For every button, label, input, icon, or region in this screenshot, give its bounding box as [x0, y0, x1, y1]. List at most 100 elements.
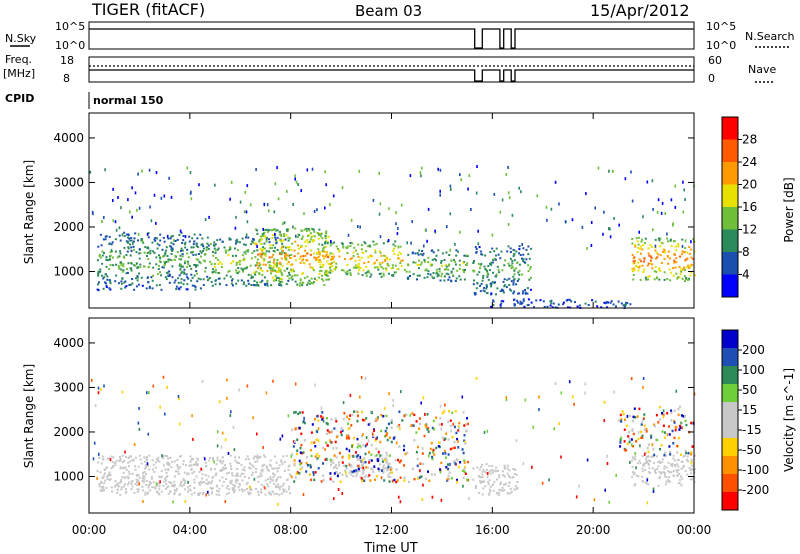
power-cell — [512, 292, 515, 295]
power-cell — [112, 199, 114, 202]
power-cell — [196, 272, 198, 275]
power-cell — [660, 241, 663, 244]
velocity-cell — [320, 480, 323, 483]
power-cell — [256, 249, 259, 252]
power-cell — [675, 257, 678, 260]
power-cell — [279, 277, 282, 280]
power-cell — [565, 299, 568, 302]
power-cell — [596, 305, 599, 308]
power-cell — [306, 275, 309, 278]
power-cell — [638, 266, 641, 269]
velocity-ground-cell — [170, 466, 173, 469]
velocity-cell — [532, 425, 535, 429]
velocity-ground-cell — [198, 483, 201, 486]
power-cell — [355, 249, 357, 252]
velocity-ground-cell — [215, 472, 218, 475]
power-cell — [299, 255, 302, 258]
power-cell — [187, 277, 190, 280]
power-cell — [154, 237, 157, 239]
power-cell — [690, 240, 692, 244]
power-cell — [520, 190, 522, 194]
velocity-ground-cell — [176, 458, 179, 461]
power-cell — [633, 269, 636, 272]
power-cell — [294, 177, 296, 181]
velocity-ground-cell — [359, 475, 362, 478]
velocity-cell — [674, 428, 677, 432]
power-cell — [518, 248, 521, 251]
velocity-ground-cell — [163, 464, 165, 467]
velocity-cell — [331, 429, 333, 433]
velocity-cell — [184, 500, 187, 504]
velocity-ground-cell — [287, 469, 290, 472]
power-cell — [324, 273, 327, 276]
power-cell — [443, 275, 446, 278]
power-cell — [357, 256, 360, 259]
power-cell — [690, 263, 693, 266]
power-cell — [521, 292, 524, 295]
power-cell — [161, 248, 164, 251]
velocity-ground-cell — [176, 465, 179, 468]
power-cell — [235, 269, 238, 272]
velocity-ground-cell — [652, 455, 655, 458]
power-cell — [492, 304, 495, 306]
nsky-series-line — [89, 28, 694, 49]
velocity-ground-cell — [201, 481, 204, 484]
velocity-cell — [444, 452, 447, 455]
velocity-cell — [315, 438, 318, 441]
power-cell — [344, 271, 347, 274]
velocity-colorbar-label: Velocity [m s^-1] — [782, 368, 796, 472]
power-cell — [526, 304, 529, 307]
power-cell — [162, 255, 165, 258]
power-cell — [172, 243, 175, 246]
velocity-cell — [462, 476, 465, 479]
power-cell — [262, 227, 264, 231]
power-cell — [96, 259, 99, 262]
velocity-ground-cell — [218, 487, 221, 490]
velocity-ground-cell — [155, 461, 158, 464]
power-cell — [219, 238, 222, 241]
power-cell — [99, 233, 102, 236]
velocity-cell — [593, 498, 596, 502]
velocity-cell — [634, 452, 637, 455]
velocity-ground-cell — [264, 487, 267, 490]
power-cell — [283, 233, 286, 235]
power-cell — [674, 205, 677, 209]
power-cell — [280, 284, 283, 287]
power-cell — [242, 270, 244, 273]
velocity-cell — [356, 419, 359, 423]
power-cell — [348, 269, 351, 272]
power-cell — [256, 258, 259, 261]
power-cell — [195, 253, 198, 256]
velocity-cell — [155, 482, 158, 486]
power-cell — [346, 252, 349, 254]
velocity-ground-cell — [246, 455, 249, 458]
power-cell — [271, 276, 274, 279]
power-cell — [225, 249, 227, 252]
power-cell — [346, 270, 349, 273]
power-cell — [129, 243, 131, 246]
power-cell — [414, 261, 417, 264]
velocity-ground-cell — [658, 470, 661, 473]
power-cell — [159, 257, 162, 260]
velocity-cell — [410, 424, 413, 428]
velocity-cell — [366, 442, 368, 446]
power-cell — [174, 240, 177, 242]
power-cell — [285, 283, 288, 286]
velocity-ground-cell — [190, 493, 193, 496]
velocity-ground-cell — [689, 478, 692, 481]
velocity-cell — [675, 389, 678, 393]
power-cell — [181, 255, 184, 258]
power-cell — [454, 242, 456, 246]
power-cell — [407, 264, 410, 267]
power-cell — [185, 288, 188, 291]
power-cell — [288, 271, 290, 274]
velocity-ground-cell — [647, 483, 650, 486]
power-cell — [180, 265, 183, 268]
power-cell — [259, 268, 262, 271]
power-cell — [640, 240, 643, 243]
velocity-ground-cell — [249, 492, 252, 495]
velocity-cell — [351, 444, 353, 448]
power-cell — [250, 243, 253, 246]
power-y-axis-label: Slant Range [km] — [22, 160, 36, 264]
power-cell — [194, 264, 197, 266]
